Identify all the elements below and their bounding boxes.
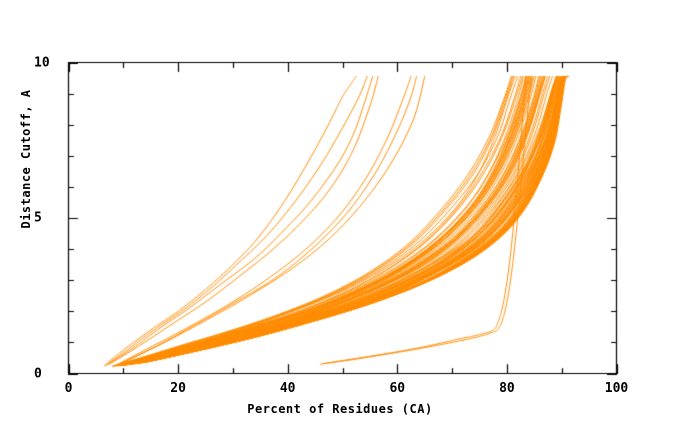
y-tick-label: 10 bbox=[34, 55, 50, 70]
x-tick-label: 40 bbox=[279, 380, 296, 396]
x-tick-label: 100 bbox=[604, 380, 629, 396]
y-tick-label: 5 bbox=[34, 210, 42, 226]
x-axis-label: Percent of Residues (CA) bbox=[247, 402, 433, 416]
x-tick-label: 0 bbox=[64, 380, 73, 396]
x-tick-label: 80 bbox=[499, 380, 515, 396]
x-tick-label: 60 bbox=[389, 380, 406, 396]
y-tick-label: 0 bbox=[34, 366, 42, 381]
y-axis-label: Distance Cutoff, A bbox=[19, 89, 33, 229]
x-tick-label: 20 bbox=[170, 380, 186, 396]
